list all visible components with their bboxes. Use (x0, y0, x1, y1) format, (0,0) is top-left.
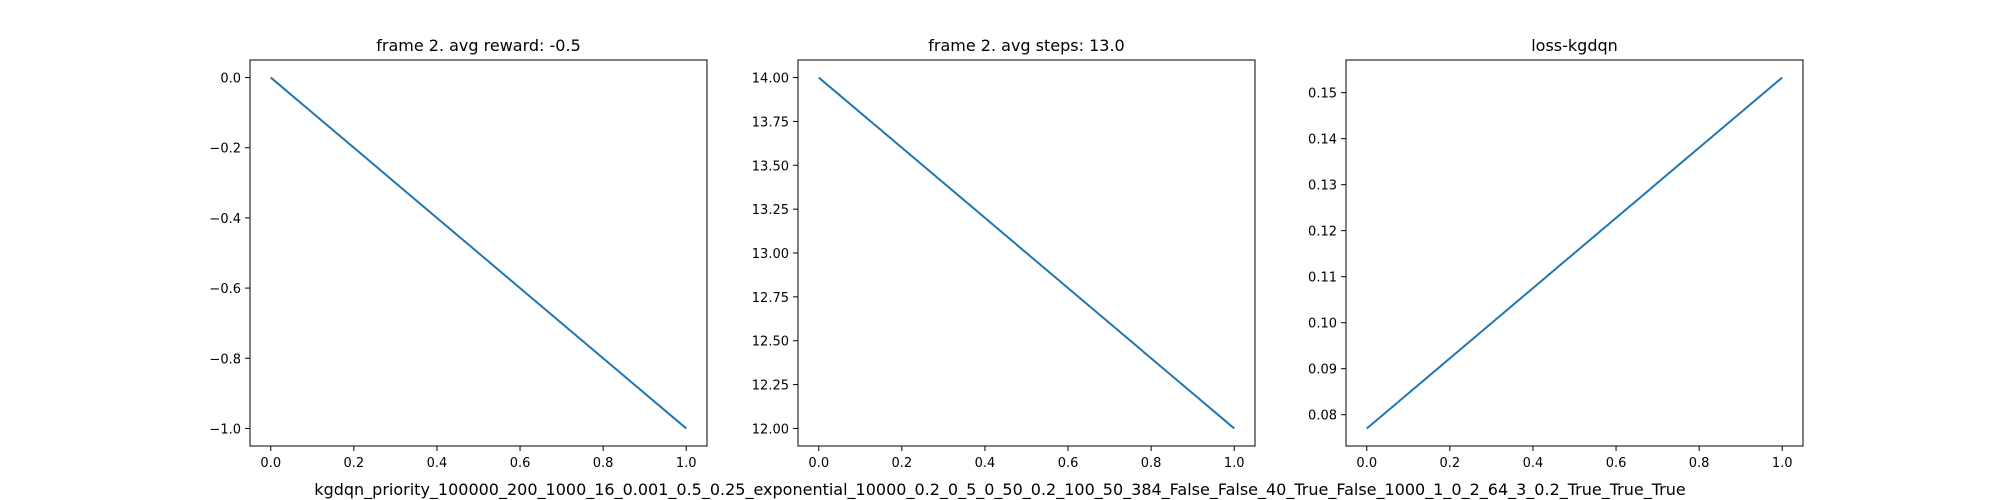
x-tick-label: 0.0 (1356, 456, 1377, 471)
y-tick-label: 0.15 (1308, 87, 1337, 102)
series-line-1 (1366, 76, 1783, 430)
x-tick-label: 0.2 (1440, 456, 1461, 471)
x-tick-label: 0.8 (1689, 456, 1710, 471)
axes-frame (249, 59, 708, 447)
y-tick-label: 0.12 (1308, 225, 1337, 240)
y-tick-label: 12.75 (752, 291, 789, 306)
figure-title: kgdqn_priority_100000_200_1000_16_0.001_… (314, 480, 1685, 500)
y-tick-label: 12.25 (752, 379, 789, 394)
y-tick-label: −0.6 (209, 282, 241, 297)
x-tick-label: 1.0 (1224, 456, 1245, 471)
y-tick-label: 0.09 (1308, 363, 1337, 378)
x-tick-label: 0.0 (808, 456, 829, 471)
y-tick-label: −0.4 (209, 212, 241, 227)
subplot-3: 0.0 0.2 0.4 0.6 0.8 1.0 0.15 0.14 0.13 0.12 0.11 0.… (1308, 36, 1804, 471)
subplot-2: 0.0 0.2 0.4 0.6 0.8 1.0 14.00 13.75 13.50 13.25 13… (752, 36, 1256, 471)
y-tick-label: −1.0 (209, 422, 241, 437)
x-tick-label: 0.2 (344, 456, 365, 471)
y-tick-label: 0.0 (220, 72, 241, 87)
subplot-title: loss-kgdqn (1531, 36, 1618, 55)
y-tick-label: 0.10 (1308, 317, 1337, 332)
y-tick-label: 0.14 (1308, 133, 1337, 148)
y-tick-label: 13.25 (752, 203, 789, 218)
series-line-1 (818, 76, 1235, 430)
x-tick-label: 0.4 (1523, 456, 1544, 471)
subplot-title: frame 2. avg steps: 13.0 (928, 36, 1124, 55)
series-line-1 (270, 76, 687, 430)
x-tick-label: 0.6 (510, 456, 531, 471)
y-tick-label: 12.50 (752, 335, 789, 350)
x-tick-label: 0.8 (593, 456, 614, 471)
y-tick-label: 14.00 (752, 72, 789, 87)
subplots: 0.0 0.2 0.4 0.6 0.8 1.0 0.0 −0.2 −0.4 −0.6 −0.8 −1.… (209, 36, 1804, 471)
y-tick-label: −0.8 (209, 352, 241, 367)
x-tick-label: 0.2 (892, 456, 913, 471)
axes-frame (1345, 59, 1804, 447)
y-tick-label: 0.08 (1308, 409, 1337, 424)
x-tick-label: 0.4 (427, 456, 448, 471)
x-tick-label: 0.6 (1606, 456, 1627, 471)
x-tick-label: 0.0 (260, 456, 281, 471)
y-tick-label: 13.00 (752, 247, 789, 262)
subplot-title: frame 2. avg reward: -0.5 (376, 36, 581, 55)
x-tick-label: 0.8 (1141, 456, 1162, 471)
y-tick-label: −0.2 (209, 142, 241, 157)
subplot-1: 0.0 0.2 0.4 0.6 0.8 1.0 0.0 −0.2 −0.4 −0.6 −0.8 −1.… (209, 36, 708, 471)
y-tick-label: 13.75 (752, 115, 789, 130)
y-tick-label: 12.00 (752, 422, 789, 437)
y-tick-label: 0.13 (1308, 179, 1337, 194)
x-tick-label: 0.6 (1058, 456, 1079, 471)
y-tick-label: 13.50 (752, 159, 789, 174)
x-tick-label: 0.4 (975, 456, 996, 471)
x-tick-label: 1.0 (676, 456, 697, 471)
x-tick-label: 1.0 (1772, 456, 1793, 471)
y-tick-label: 0.11 (1308, 271, 1337, 286)
